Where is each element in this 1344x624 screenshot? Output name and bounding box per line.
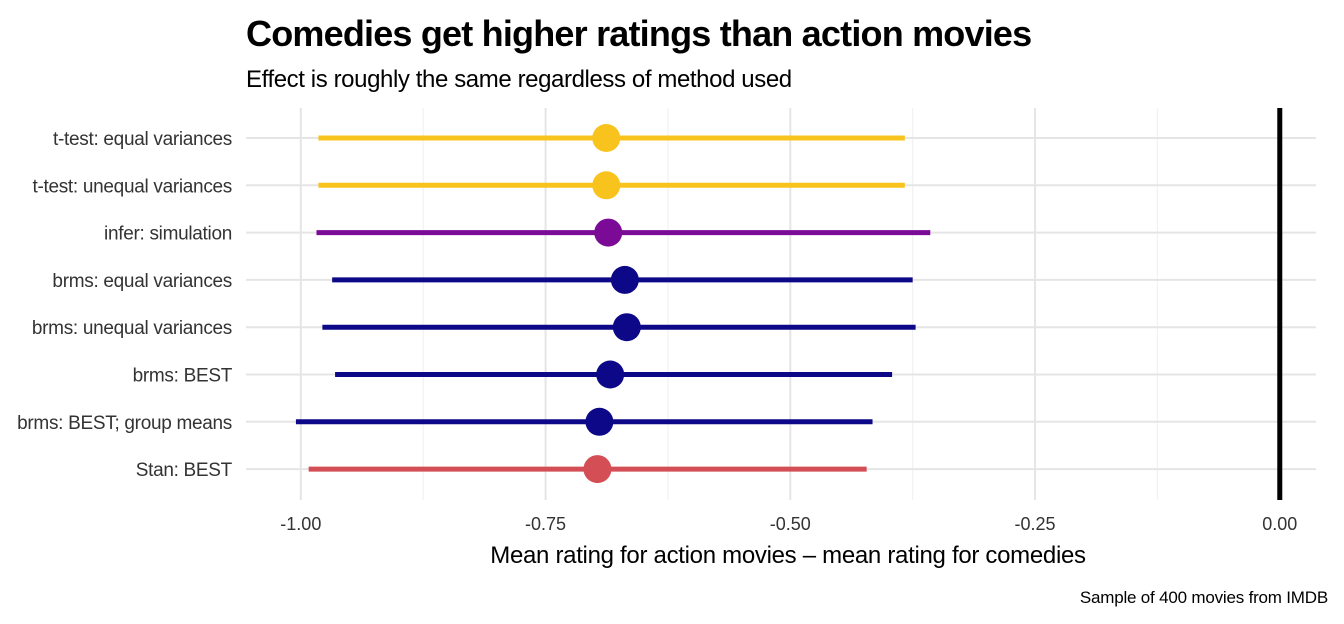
grid-layer [246, 108, 1316, 500]
estimate-point [592, 171, 621, 200]
y-tick-label: brms: BEST [133, 366, 233, 387]
y-tick-label: brms: equal variances [52, 271, 232, 292]
x-tick-label: -0.75 [525, 514, 566, 534]
x-axis-tick-labels: -1.00 -0.75 -0.50 -0.25 0.00 [280, 514, 1297, 534]
y-tick-label: brms: unequal variances [32, 318, 232, 339]
y-axis-tick-labels: t-test: equal variances t-test: unequal v… [17, 129, 233, 481]
y-tick-label: t-test: equal variances [53, 129, 232, 150]
x-tick-label: -0.25 [1015, 514, 1056, 534]
x-tick-label: 0.00 [1262, 514, 1297, 534]
x-tick-label: -0.50 [770, 514, 811, 534]
estimate-point [596, 360, 625, 389]
marks-layer [295, 108, 1283, 500]
chart-caption: Sample of 400 movies from IMDB [1080, 588, 1328, 607]
y-tick-label: brms: BEST; group means [17, 413, 232, 434]
y-tick-label: t-test: unequal variances [32, 176, 232, 197]
estimate-point [594, 218, 623, 247]
chart-subtitle: Effect is roughly the same regardless of… [246, 66, 792, 93]
x-tick-label: -1.00 [280, 514, 321, 534]
estimate-point [585, 407, 614, 436]
y-tick-label: Stan: BEST [136, 460, 233, 481]
x-axis-label: Mean rating for action movies – mean rat… [490, 542, 1086, 569]
estimate-point [592, 124, 621, 152]
chart-title: Comedies get higher ratings than action … [246, 13, 1031, 54]
estimate-point [610, 265, 639, 294]
estimate-point [583, 455, 612, 484]
estimate-point [612, 313, 641, 342]
y-tick-label: infer: simulation [104, 224, 232, 245]
